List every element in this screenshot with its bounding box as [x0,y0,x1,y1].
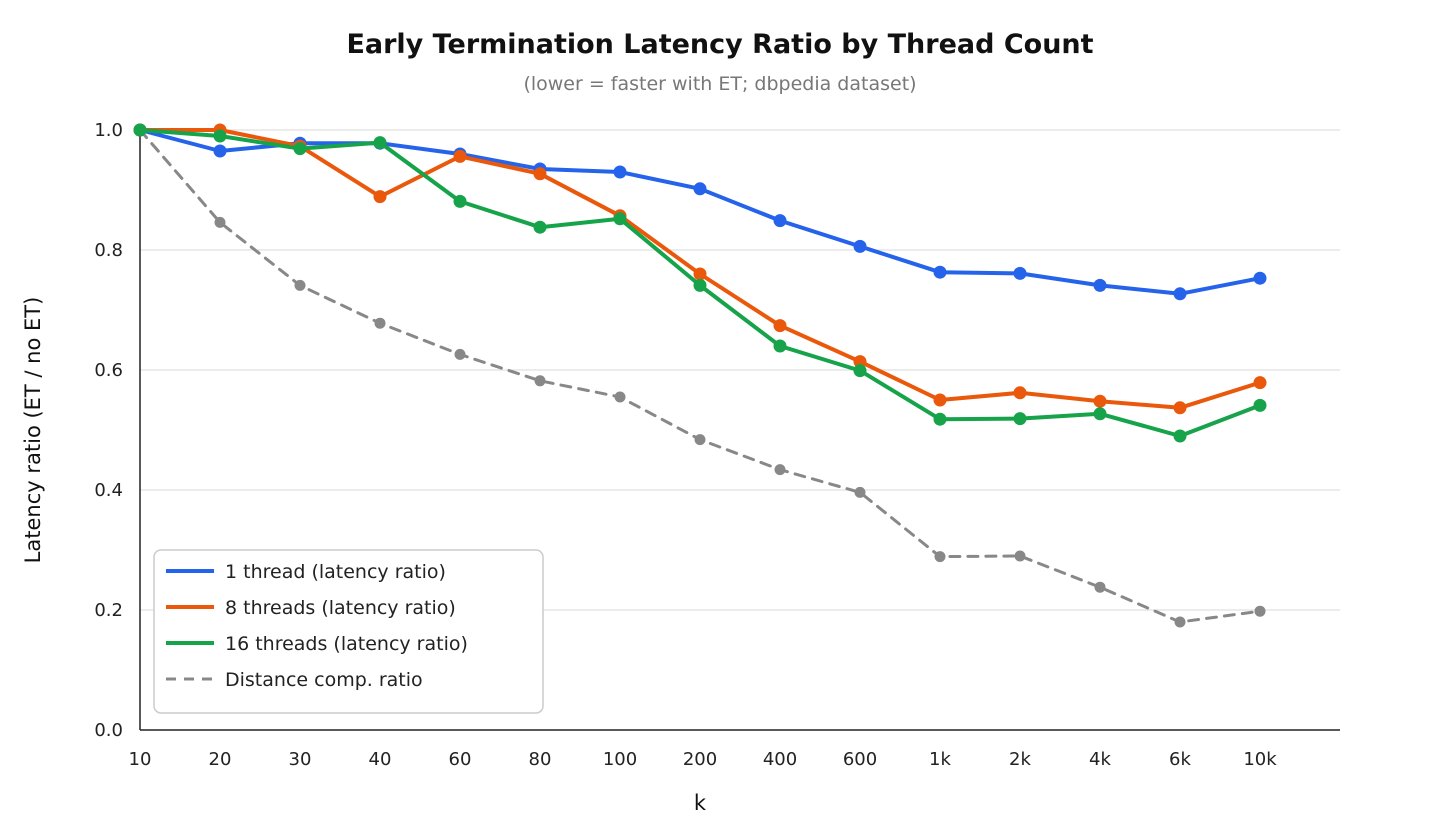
data-point [853,364,867,378]
legend-box [153,549,544,714]
data-point [774,464,786,476]
data-point [933,393,947,407]
data-point [373,190,387,204]
data-point [693,267,707,281]
x-axis-label: k [694,791,707,815]
data-point [1013,266,1027,280]
data-point [1094,581,1106,593]
data-point [1253,398,1267,412]
chart-subtitle: (lower = faster with ET; dbpedia dataset… [523,73,916,95]
grid-layer [140,129,1340,611]
data-point [934,551,946,563]
y-tick-label: 0.2 [94,600,123,621]
data-point [133,123,147,137]
y-tick-label: 0.6 [94,360,123,381]
axis-layer: 0.0 0.2 0.4 0.6 0.8 1.0 10 20 30 40 60 80 100 200 400 6… [94,120,1340,770]
data-point [1093,278,1107,292]
chart-title: Early Termination Latency Ratio by Threa… [346,29,1093,60]
series-layer [133,123,1267,628]
x-tick-label: 200 [683,749,717,770]
x-tick-label: 30 [289,749,312,770]
data-point [773,214,787,228]
data-point [374,317,386,329]
data-point [933,412,947,426]
data-point [533,220,547,234]
y-tick-label: 0.4 [94,480,123,501]
data-point [853,239,867,253]
x-tick-label: 10k [1243,749,1277,770]
data-point [1093,407,1107,421]
data-point [1013,412,1027,426]
data-point [773,319,787,333]
x-tick-label: 40 [369,749,392,770]
legend-label: 1 thread (latency ratio) [225,561,446,583]
data-point [453,194,467,208]
data-point [1253,271,1267,285]
data-point [454,348,466,360]
x-tick-label: 100 [603,749,637,770]
y-tick-label: 0.0 [94,720,123,741]
data-point [534,375,546,387]
data-point [1093,394,1107,408]
x-tick-label: 4k [1089,749,1111,770]
data-point [614,391,626,403]
data-point [1254,605,1266,617]
data-point [214,216,226,228]
legend-label: 8 threads (latency ratio) [225,597,456,619]
y-tick-label: 0.8 [94,240,123,261]
x-tick-label: 600 [843,749,877,770]
data-point [294,279,306,291]
data-point [293,142,307,156]
data-point [1013,386,1027,400]
data-point [453,149,467,163]
x-tick-label: 2k [1009,749,1031,770]
data-point [1174,616,1186,628]
data-point [1173,429,1187,443]
x-tick-label: 6k [1169,749,1191,770]
data-point [1253,376,1267,390]
data-point [933,265,947,279]
data-point [1173,401,1187,415]
x-tick-label: 60 [449,749,472,770]
data-point [694,434,706,446]
series-line [138,128,1262,624]
data-point [773,339,787,353]
data-point [613,212,627,226]
x-tick-label: 1k [929,749,951,770]
legend-label: Distance comp. ratio [225,669,423,691]
x-tick-label: 20 [209,749,232,770]
data-point [1173,287,1187,301]
x-tick-label: 10 [129,749,152,770]
data-point [373,136,387,150]
data-point [613,165,627,179]
data-point [1014,550,1026,562]
y-tick-label: 1.0 [94,120,123,141]
data-point [533,167,547,181]
data-point [854,486,866,498]
data-point [693,182,707,196]
x-tick-label: 80 [529,749,552,770]
legend-label: 16 threads (latency ratio) [225,633,468,655]
data-point [213,129,227,143]
y-axis-label: Latency ratio (ET / no ET) [21,297,45,564]
data-point [213,144,227,158]
legend: 1 thread (latency ratio) 8 threads (laten… [153,549,544,714]
data-point [853,355,867,369]
data-point [693,278,707,292]
x-tick-label: 400 [763,749,797,770]
